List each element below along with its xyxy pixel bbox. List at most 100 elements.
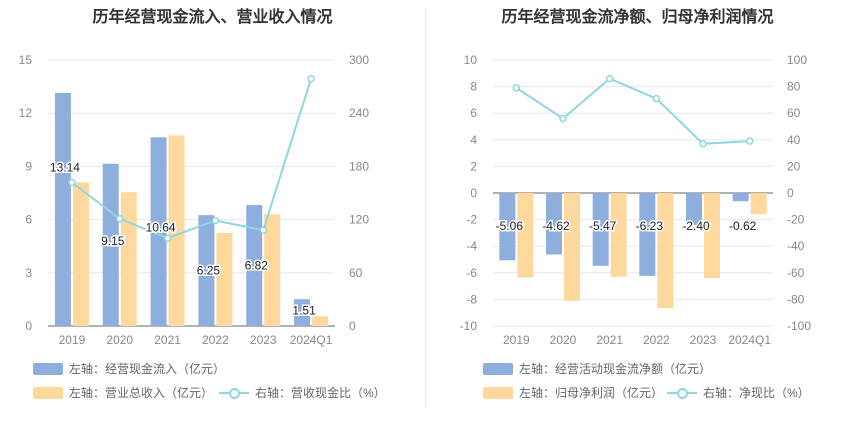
y-tick-label-right: 300 [349,53,369,67]
line-point [116,214,124,223]
x-tick-label: 2019 [59,333,86,347]
data-label: 6.82 [245,259,269,273]
bar-series-1 [246,205,263,326]
y-tick-label-left: 0 [25,319,32,333]
line-point [559,114,567,123]
y-tick-label-left: 6 [25,213,32,227]
bar-series-2 [610,193,627,277]
legend-swatch [219,387,249,399]
chart-net-cash-profit: -10-8-6-4-20246810-100-80-60-40-20020406… [460,53,812,347]
bar-series-2 [564,193,580,301]
bar-series-2 [216,232,233,326]
x-tick-label: 2023 [690,333,717,347]
bar-series-2 [517,193,534,278]
y-tick-label-left: 8 [470,80,477,94]
bar-series-1 [294,299,311,326]
y-tick-label-left: -2 [466,213,477,227]
legend-label: 左轴：归母净利润（亿元） [519,386,664,400]
legend-item-net-cash-ratio[interactable]: 右轴：净现比（%） [667,384,810,401]
line-point [211,216,220,225]
x-tick-label: 2023 [250,333,277,347]
legend-swatch [483,362,513,375]
bar-series-1 [732,193,749,202]
y-tick-label-left: 4 [470,133,477,147]
y-tick-label-right: -100 [787,319,811,333]
bar-series-2 [704,193,720,279]
legend-label: 左轴：经营活动现金流净额（亿元） [519,362,712,376]
y-tick-label-left: 6 [470,106,477,120]
bar-series-2 [120,192,137,326]
legend-item-revenue[interactable]: 左轴：营业总收入（亿元） [33,384,213,401]
y-tick-label-right: 0 [349,319,356,333]
line-point [512,84,521,92]
data-label: -6.23 [636,219,664,233]
legend-swatch [33,386,63,399]
x-tick-label: 2021 [154,333,181,347]
y-tick-label-right: 0 [787,186,794,200]
bar-series-1 [639,193,656,276]
data-label: 9.15 [101,234,125,248]
y-tick-label-right: -60 [787,266,805,280]
data-label: 1.51 [292,304,316,318]
legend-label: 右轴：净现比（%） [703,386,810,400]
data-label: 6.25 [197,264,221,278]
bar-series-1 [686,193,702,225]
panel-divider [425,8,426,408]
line-point [68,178,76,187]
y-tick-label-left: 2 [470,159,477,173]
bar-series-1 [150,137,167,326]
legend-item-net-profit[interactable]: 左轴：归母净利润（亿元） [483,384,663,401]
x-tick-label: 2021 [596,333,623,347]
y-tick-label-right: 20 [787,159,801,173]
legend-label: 右轴：营收现金比（%） [255,386,386,400]
bar-series-2 [168,135,185,326]
line-point [605,74,614,83]
legend-label: 左轴：营业总收入（亿元） [69,386,214,400]
chart-title: 历年经营现金流净额、归母净利润情况 [501,7,774,26]
data-label: -5.06 [496,219,524,233]
legend-item-net-operating-cash[interactable]: 左轴：经营活动现金流净额（亿元） [483,360,711,377]
bar-series-1 [54,92,71,326]
y-tick-label-right: 240 [349,106,369,120]
x-tick-label: 2022 [202,333,229,347]
legend-swatch [667,387,697,399]
bar-series-1 [592,193,609,266]
legend-item-cash-inflow[interactable]: 左轴：经营现金流入（亿元） [33,360,225,377]
y-tick-label-right: 60 [787,106,801,120]
y-tick-label-left: -6 [466,266,477,280]
line-point [745,137,754,145]
legend-item-cash-revenue-ratio[interactable]: 右轴：营收现金比（%） [219,384,386,401]
y-tick-label-left: -8 [466,292,477,306]
x-tick-label: 2022 [643,333,670,347]
bar-series-2 [312,316,329,326]
x-tick-label: 2024Q1 [728,333,771,347]
line-point [699,140,707,148]
bar-series-2 [264,214,281,326]
y-tick-label-left: 12 [19,106,33,120]
data-label: -2.40 [682,219,710,233]
y-tick-label-right: -20 [787,213,805,227]
line-point [163,234,172,242]
bar-series-1 [198,215,215,326]
y-tick-label-right: 80 [787,80,801,94]
line-series [515,77,750,145]
y-tick-label-right: 180 [349,159,369,173]
legend-label: 左轴：经营现金流入（亿元） [69,362,226,376]
line-point [259,226,267,234]
y-tick-label-left: 0 [470,186,477,200]
bar-series-1 [546,193,562,255]
chart-panel-net-cash: 历年经营现金流净额、归母净利润情况 -10 -8 -6 -4 -2 0 2 4 6 8 10 -100… [425,0,850,437]
y-tick-label-left: 3 [25,266,32,280]
y-tick-label-left: -4 [466,239,477,253]
y-tick-label-left: 15 [19,53,33,67]
chart-cash-inflow-revenue: 0 3 6 9 12 15 0 60 120 180 240 300 2019 2020 2021 2022 2… [19,53,370,347]
y-tick-label-right: -80 [787,292,805,306]
chart-title: 历年经营现金流入、营业收入情况 [92,7,333,26]
line-series [71,78,313,240]
legend-swatch [483,386,513,399]
x-tick-label: 2020 [106,333,133,347]
y-tick-label-left: 9 [25,159,32,173]
legend-swatch [33,362,63,375]
bar-series-1 [499,193,516,261]
data-label: -0.62 [729,219,757,233]
